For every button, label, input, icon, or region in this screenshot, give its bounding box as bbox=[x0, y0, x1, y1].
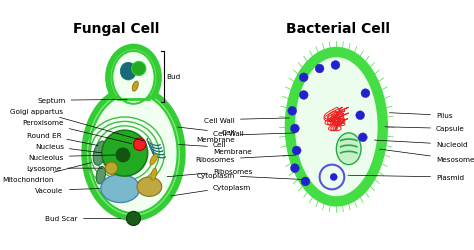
Circle shape bbox=[288, 107, 297, 116]
Circle shape bbox=[291, 164, 299, 173]
Ellipse shape bbox=[151, 169, 157, 180]
Text: Cell Wall: Cell Wall bbox=[204, 117, 290, 123]
Text: Golgi appartus: Golgi appartus bbox=[10, 108, 144, 142]
Ellipse shape bbox=[96, 167, 105, 184]
Ellipse shape bbox=[150, 154, 158, 165]
Circle shape bbox=[127, 212, 141, 226]
Text: Fungal Cell: Fungal Cell bbox=[73, 22, 159, 36]
Text: Lysosome: Lysosome bbox=[27, 166, 102, 172]
Circle shape bbox=[330, 174, 337, 181]
Ellipse shape bbox=[294, 57, 379, 198]
Text: Bud: Bud bbox=[166, 74, 181, 80]
Text: Mitochondrion: Mitochondrion bbox=[3, 163, 91, 182]
Text: Cell
Membrane: Cell Membrane bbox=[179, 142, 252, 155]
Text: Bud Scar: Bud Scar bbox=[46, 216, 121, 222]
Ellipse shape bbox=[137, 177, 162, 197]
Circle shape bbox=[116, 148, 130, 162]
Circle shape bbox=[356, 112, 365, 120]
Ellipse shape bbox=[112, 52, 155, 104]
Ellipse shape bbox=[120, 63, 136, 81]
Ellipse shape bbox=[84, 88, 183, 218]
Ellipse shape bbox=[291, 54, 382, 201]
Circle shape bbox=[315, 65, 324, 74]
Circle shape bbox=[105, 162, 118, 175]
Text: Capsule: Capsule bbox=[385, 126, 465, 132]
Circle shape bbox=[299, 74, 308, 82]
Text: Bacterial Cell: Bacterial Cell bbox=[286, 22, 390, 36]
Text: Cytoplasm: Cytoplasm bbox=[197, 172, 303, 180]
Circle shape bbox=[358, 133, 367, 142]
Text: Cytoplasm: Cytoplasm bbox=[171, 184, 251, 196]
Circle shape bbox=[299, 91, 308, 100]
Circle shape bbox=[102, 131, 147, 176]
Ellipse shape bbox=[90, 94, 178, 213]
Ellipse shape bbox=[337, 133, 361, 165]
Ellipse shape bbox=[93, 142, 107, 166]
Circle shape bbox=[361, 90, 370, 98]
Text: Nucleolus: Nucleolus bbox=[28, 154, 115, 160]
Text: Septum: Septum bbox=[37, 98, 127, 104]
Text: Cell Wall: Cell Wall bbox=[178, 128, 244, 136]
Circle shape bbox=[292, 146, 301, 155]
Circle shape bbox=[331, 61, 340, 70]
Text: Ribosomes: Ribosomes bbox=[196, 156, 296, 163]
Text: Nucleoid: Nucleoid bbox=[374, 140, 468, 148]
Circle shape bbox=[319, 165, 344, 190]
Text: Mesosome: Mesosome bbox=[380, 150, 474, 163]
Text: Nucleus: Nucleus bbox=[35, 144, 101, 153]
Text: Ribosomes: Ribosomes bbox=[167, 168, 252, 177]
Text: Plasmid: Plasmid bbox=[348, 174, 464, 180]
Text: Pilus: Pilus bbox=[390, 113, 453, 119]
Circle shape bbox=[291, 124, 299, 133]
Ellipse shape bbox=[108, 47, 159, 109]
Ellipse shape bbox=[132, 82, 138, 92]
Circle shape bbox=[301, 177, 310, 186]
Text: Peroxisome: Peroxisome bbox=[22, 120, 132, 144]
Text: Round ER: Round ER bbox=[27, 132, 98, 146]
Text: Cell
Membrane: Cell Membrane bbox=[196, 130, 295, 142]
Circle shape bbox=[132, 62, 146, 76]
Ellipse shape bbox=[286, 49, 387, 205]
Text: Vacoule: Vacoule bbox=[36, 188, 100, 194]
Circle shape bbox=[134, 138, 146, 151]
Ellipse shape bbox=[101, 175, 140, 203]
